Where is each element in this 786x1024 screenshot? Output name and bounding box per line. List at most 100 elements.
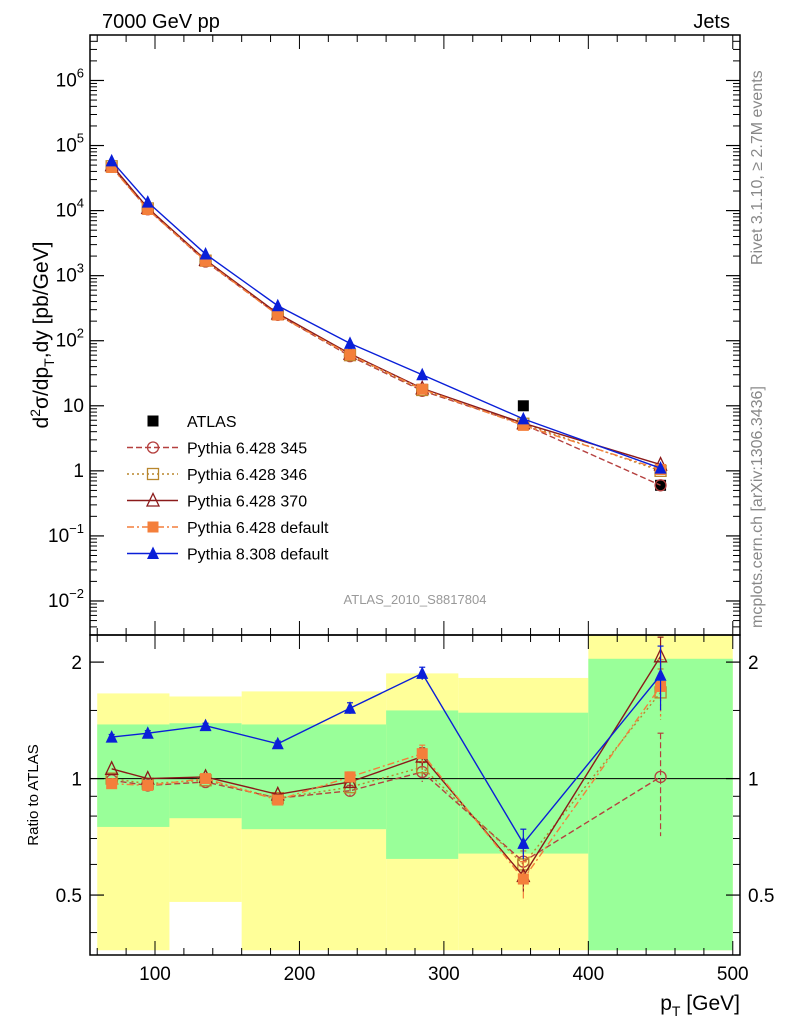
tick-base: 10 bbox=[48, 526, 69, 547]
main-ytick-label-0: 10−2 bbox=[48, 586, 84, 612]
main-ylabel: d2σ/dpT,dy [pb/GeV] bbox=[27, 242, 57, 429]
tick-exp: 2 bbox=[77, 326, 84, 341]
main-ytick-label-6: 104 bbox=[56, 196, 84, 222]
series-line-p370 bbox=[111, 164, 661, 466]
legend-item-p8: Pythia 8.308 default bbox=[127, 546, 329, 564]
legend-item-pdef: Pythia 6.428 default bbox=[127, 520, 329, 537]
point-pdef-6 bbox=[517, 419, 529, 431]
ratio-point-pdef-5 bbox=[416, 748, 428, 760]
point-p8-1 bbox=[141, 195, 154, 208]
ratio-point-p8-1 bbox=[141, 726, 154, 739]
legend-label-p345: Pythia 6.428 345 bbox=[187, 441, 307, 458]
tick-exp: −2 bbox=[69, 586, 84, 601]
ratio-point-p8-6 bbox=[517, 836, 530, 849]
ratio-point-pdef-3 bbox=[272, 794, 284, 806]
x-tick-label-2: 300 bbox=[428, 964, 460, 985]
point-pdef-4 bbox=[344, 349, 356, 361]
point-p8-5 bbox=[416, 367, 429, 381]
x-tick-label-0: 100 bbox=[139, 964, 171, 985]
ratio-series-p8 bbox=[105, 645, 667, 859]
tick-base: 10 bbox=[56, 266, 77, 287]
x-axis-label: pT [GeV] bbox=[660, 992, 740, 1019]
main-ytick-label-3: 10 bbox=[63, 396, 84, 417]
point-pdef-5 bbox=[416, 383, 428, 395]
legend-label-p370: Pythia 6.428 370 bbox=[187, 494, 307, 511]
tick-base: 10 bbox=[56, 331, 77, 352]
ratio-line-p8 bbox=[111, 672, 662, 845]
main-plot bbox=[104, 153, 668, 492]
series-line-p8 bbox=[111, 160, 661, 469]
point-pdef-3 bbox=[272, 309, 284, 321]
point-pdef-2 bbox=[200, 255, 212, 267]
header-left: 7000 GeV pp bbox=[102, 11, 220, 33]
ratio-point-p8-5 bbox=[416, 666, 429, 679]
ratio-bands bbox=[90, 635, 740, 951]
ratio-line-p370 bbox=[111, 655, 662, 878]
main-ytick-label-1: 10−1 bbox=[48, 521, 84, 547]
main-ytick-label-2: 1 bbox=[73, 461, 84, 482]
tick-base: 10 bbox=[56, 136, 77, 157]
side-label-bottom: mcplots.cern.ch [arXiv:1306.3436] bbox=[749, 386, 766, 628]
point-pdef-0 bbox=[106, 161, 118, 173]
point-p8-3 bbox=[271, 298, 284, 312]
main-ytick-label-8: 106 bbox=[56, 65, 84, 91]
series-p8 bbox=[105, 153, 667, 474]
header-right: Jets bbox=[693, 11, 730, 33]
x-tick-label-1: 200 bbox=[284, 964, 316, 985]
ratio-point-p370-0 bbox=[104, 760, 119, 775]
main-ytick-label-5: 103 bbox=[56, 261, 84, 287]
point-p8-0 bbox=[105, 153, 118, 167]
legend-label-p346: Pythia 6.428 346 bbox=[187, 467, 307, 484]
ratio-point-pdef-6 bbox=[517, 873, 529, 885]
x-tick-label-4: 500 bbox=[717, 964, 749, 985]
tick-exp: 3 bbox=[77, 261, 84, 276]
point-p345-7 bbox=[654, 479, 667, 492]
point-p8-4 bbox=[344, 336, 356, 349]
side-label-top: Rivet 3.1.10, ≥ 2.7M events bbox=[749, 70, 766, 265]
analysis-label: ATLAS_2010_S8817804 bbox=[344, 592, 487, 607]
legend: ATLAS Pythia 6.428 345 Pythia 6.428 346 Pyt… bbox=[127, 414, 329, 564]
main-ytick-label-4: 102 bbox=[56, 326, 84, 352]
ratio-point-pdef-4 bbox=[344, 771, 356, 783]
legend-label-p8: Pythia 8.308 default bbox=[187, 547, 329, 564]
legend-marker-pdef bbox=[147, 521, 159, 533]
legend-label-pdef: Pythia 6.428 default bbox=[187, 520, 329, 537]
ratio-point-pdef-2 bbox=[200, 773, 212, 785]
tick-base: 10 bbox=[56, 201, 77, 222]
point-p8-6 bbox=[517, 411, 530, 425]
ratio-point-pdef-0 bbox=[106, 778, 118, 790]
ratio-plot bbox=[104, 636, 668, 899]
ratio-ytick-label-right-2: 2 bbox=[748, 653, 759, 674]
x-tick-label-3: 400 bbox=[572, 964, 604, 985]
point-p8-2 bbox=[199, 247, 212, 260]
tick-base: 10 bbox=[48, 591, 69, 612]
legend-marker-p370 bbox=[145, 491, 161, 507]
legend-marker-p345 bbox=[146, 441, 160, 454]
main-ytick-label-7: 105 bbox=[56, 131, 84, 157]
legend-label-atlas: ATLAS bbox=[187, 414, 237, 431]
ratio-ytick-label-right-0: 0.5 bbox=[748, 886, 774, 907]
ratio-point-p345-7 bbox=[654, 770, 667, 784]
ratio-ylabel: Ratio to ATLAS bbox=[25, 744, 42, 845]
ratio-line-pdef bbox=[111, 686, 662, 881]
band-inner-2 bbox=[241, 724, 387, 830]
legend-marker-atlas bbox=[147, 415, 159, 427]
legend-item-p370: Pythia 6.428 370 bbox=[127, 491, 307, 511]
ratio-point-pdef-1 bbox=[142, 779, 154, 791]
ratio-ytick-label-right-1: 1 bbox=[748, 770, 759, 791]
main-frame bbox=[89, 34, 741, 636]
tick-base: 10 bbox=[56, 70, 77, 91]
ratio-point-p8-2 bbox=[199, 718, 212, 732]
ratio-point-p8-0 bbox=[105, 730, 118, 743]
tick-exp: 6 bbox=[77, 65, 84, 80]
legend-item-p345: Pythia 6.428 345 bbox=[127, 441, 307, 458]
tick-exp: 4 bbox=[77, 196, 84, 211]
tick-exp: −1 bbox=[69, 521, 84, 536]
ratio-ytick-label-2: 2 bbox=[71, 653, 82, 674]
legend-item-atlas: ATLAS bbox=[147, 414, 237, 431]
ratio-point-p8-4 bbox=[344, 701, 356, 714]
point-p8-7 bbox=[654, 461, 667, 474]
ratio-point-p8-3 bbox=[271, 736, 284, 750]
